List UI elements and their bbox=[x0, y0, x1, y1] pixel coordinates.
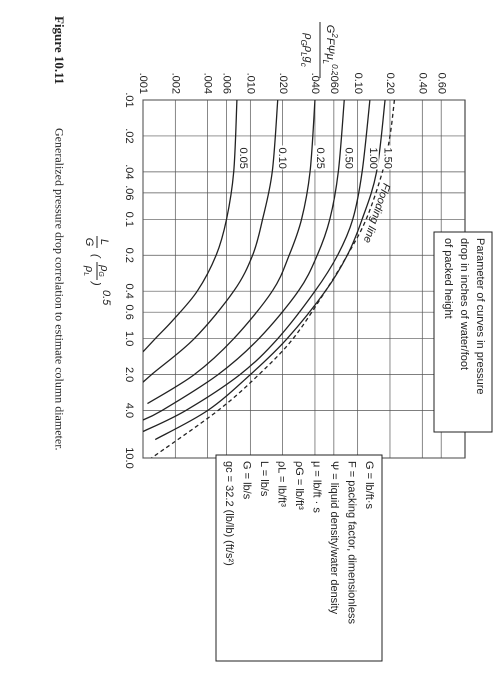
x-tick-label: 0.2 bbox=[123, 248, 135, 263]
y-tick-label: .001 bbox=[137, 73, 149, 94]
unit-line: Ψ = liquid density/water density bbox=[328, 461, 340, 615]
label-background bbox=[276, 145, 289, 170]
y-axis-label: G2FΨμL0.2 ρGρLgc bbox=[299, 22, 339, 78]
x-label-part: L bbox=[98, 239, 110, 245]
label-part: L bbox=[82, 272, 89, 276]
y-tick-label: .020 bbox=[277, 73, 289, 94]
pressure-drop-curve bbox=[143, 100, 345, 423]
rotated-figure: Figure 10.11 Generalized pressure drop c… bbox=[52, 16, 493, 662]
x-tick-label: .01 bbox=[123, 92, 135, 107]
unit-line: F = packing factor, dimensionless bbox=[346, 461, 358, 624]
label-background bbox=[313, 145, 326, 170]
legend-line: of packed height bbox=[442, 238, 454, 319]
label-part: FΨμ bbox=[324, 38, 336, 60]
y-tick-label: 0.60 bbox=[435, 73, 447, 94]
y-tick-label: .010 bbox=[244, 73, 256, 94]
x-label-part: ρL bbox=[82, 265, 95, 276]
label-background bbox=[366, 145, 379, 170]
unit-line: ρL = lb/ft³ bbox=[276, 461, 288, 507]
y-tick-label: 0.40 bbox=[416, 73, 428, 94]
pressure-drop-curve bbox=[143, 100, 238, 364]
y-tick-label: .040 bbox=[309, 73, 321, 94]
x-axis-label: L G ( ρG ρL ) 0.5 bbox=[82, 236, 112, 306]
figure-caption: Generalized pressure drop correlation to… bbox=[52, 128, 66, 451]
grid: .01 .02 .04 .06 0.1 0.2 0.4 0.6 1.0 2.0 4.0 10.0 .00… bbox=[123, 73, 465, 469]
y-tick-label: 0.20 bbox=[384, 73, 396, 94]
unit-line: μ = lb/ft · s bbox=[311, 461, 323, 513]
label-part: ρ bbox=[302, 45, 314, 52]
x-tick-label: 2.0 bbox=[123, 367, 135, 382]
x-tick-label: 0.4 bbox=[123, 284, 135, 299]
curve-label: 0.50 bbox=[342, 147, 354, 168]
label-background bbox=[342, 145, 355, 170]
pressure-drop-curve bbox=[143, 100, 279, 393]
units-box: G = lb/ft·s F = packing factor, dimension… bbox=[215, 454, 383, 662]
legend-frame bbox=[433, 231, 493, 433]
x-label-part: G bbox=[83, 238, 95, 247]
x-tick-label: 10.0 bbox=[123, 447, 135, 468]
unit-line: L = lb/s bbox=[258, 461, 270, 497]
x-tick-label: 1.0 bbox=[123, 331, 135, 346]
label-part: L bbox=[321, 60, 330, 64]
legend-box: Parameter of curves in pressure drop in … bbox=[433, 231, 493, 433]
x-tick-label: 0.6 bbox=[123, 305, 135, 320]
label-part: c bbox=[299, 63, 308, 67]
x-label-part: ρG bbox=[97, 264, 110, 277]
x-tick-label: .02 bbox=[123, 128, 135, 143]
x-tick-label: 0.1 bbox=[123, 212, 135, 227]
label-part: ρ bbox=[302, 32, 314, 39]
label-background bbox=[381, 145, 394, 170]
label-part: G bbox=[324, 25, 336, 34]
y-tick-label: 0.10 bbox=[352, 73, 364, 94]
curve-label: 0.05 bbox=[237, 147, 249, 168]
y-label-denominator: ρGρLgc bbox=[299, 32, 314, 66]
unit-line: ρG = lb/ft³ bbox=[293, 461, 305, 510]
unit-line: G = lb/s bbox=[241, 461, 253, 500]
legend-line: drop in inches of water/foot bbox=[458, 238, 470, 370]
curve-label: 0.10 bbox=[276, 147, 288, 168]
plot-frame bbox=[142, 99, 466, 459]
x-label-exponent: 0.5 bbox=[100, 290, 112, 306]
y-tick-label: .006 bbox=[221, 73, 233, 94]
y-label-numerator: G2FΨμL0.2 bbox=[321, 25, 339, 76]
label-background bbox=[236, 145, 249, 170]
y-tick-label: .004 bbox=[202, 73, 214, 94]
curve-label: 1.50 bbox=[382, 147, 394, 168]
label-part: G bbox=[97, 271, 104, 277]
x-tick-label: .06 bbox=[123, 185, 135, 200]
pressure-drop-curve bbox=[147, 100, 316, 405]
curve-label: 0.25 bbox=[314, 147, 326, 168]
units-frame bbox=[215, 454, 383, 662]
y-tick-label: .002 bbox=[169, 73, 181, 94]
pressure-drop-curve bbox=[143, 100, 371, 433]
label-part: ρ bbox=[83, 265, 95, 272]
paren: ) bbox=[90, 280, 102, 286]
paren: ( bbox=[90, 254, 102, 259]
x-tick-label: .04 bbox=[123, 164, 135, 179]
label-part: ρ bbox=[98, 264, 110, 271]
label-part: g bbox=[302, 57, 314, 64]
label-part: 0.2 bbox=[330, 64, 339, 76]
unit-line: gc = 32.2 (lb/lb) (ft/s²) bbox=[223, 461, 235, 566]
curves bbox=[143, 100, 396, 458]
y-tick-label: .060 bbox=[328, 73, 340, 94]
label-part: 2 bbox=[330, 32, 339, 38]
x-tick-label: 4.0 bbox=[123, 403, 135, 418]
figure-title: Figure 10.11 bbox=[52, 16, 67, 84]
label-part: G bbox=[299, 40, 308, 46]
legend-line: Parameter of curves in pressure bbox=[474, 238, 486, 395]
label-part: L bbox=[299, 52, 308, 56]
unit-line: G = lb/ft·s bbox=[363, 461, 375, 509]
curve-label: 1.00 bbox=[367, 147, 379, 168]
